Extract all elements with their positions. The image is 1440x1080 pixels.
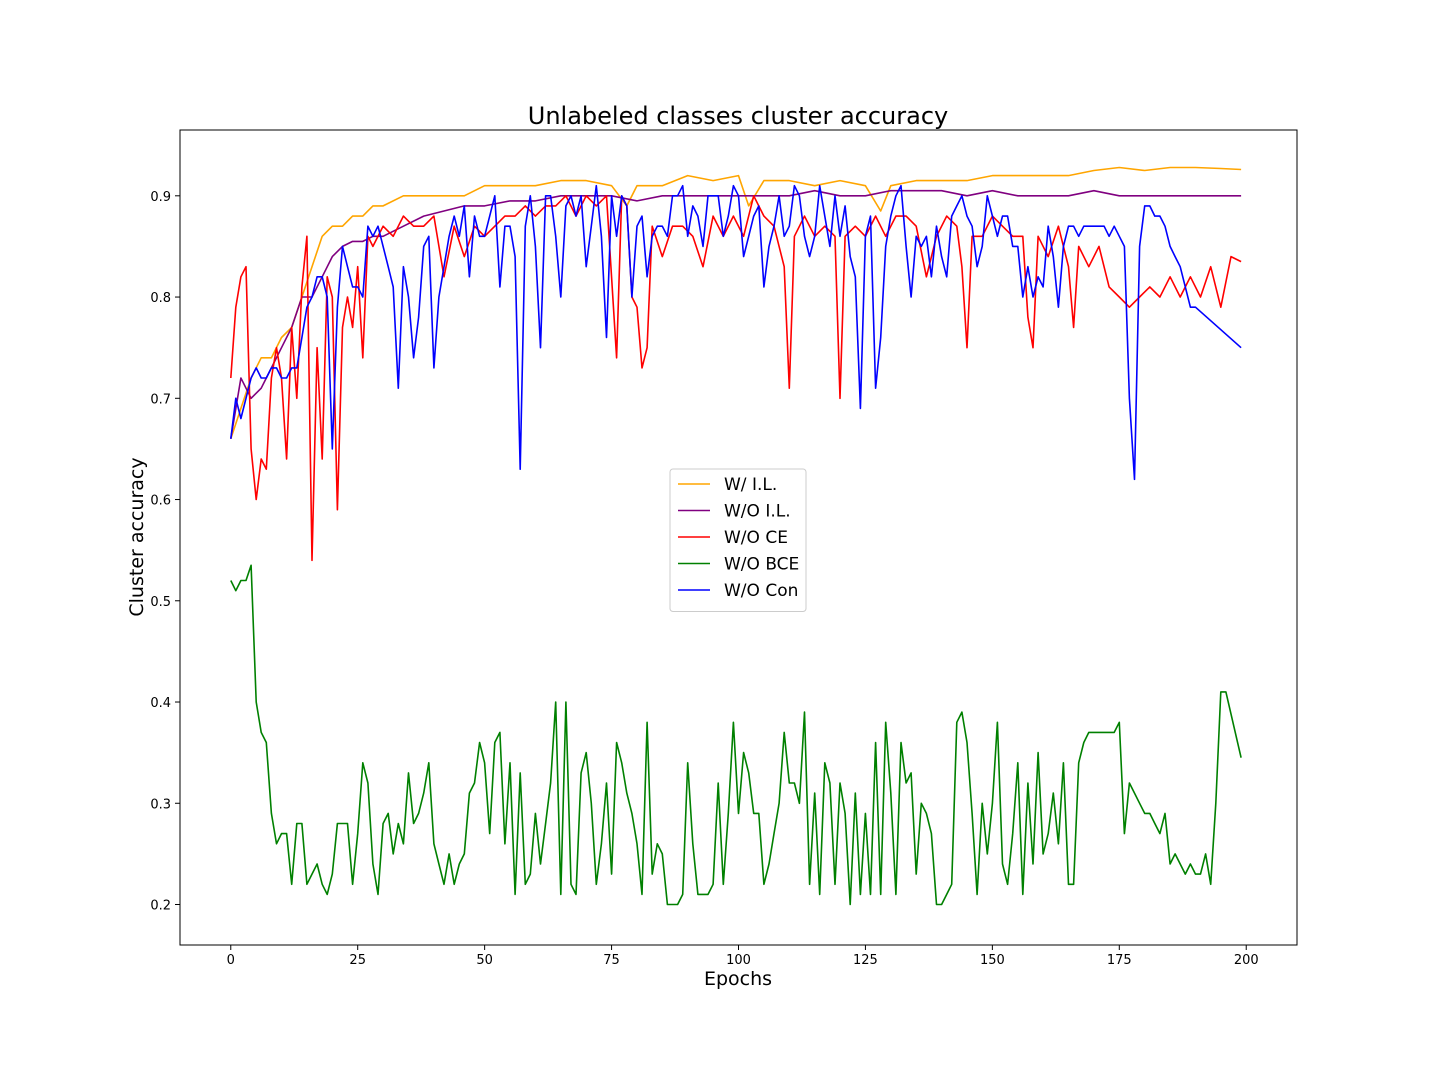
x-tick-label: 100 bbox=[726, 953, 751, 968]
x-tick-label: 0 bbox=[227, 953, 235, 968]
series-layer bbox=[230, 166, 1242, 906]
legend-entry: W/O BCE bbox=[724, 555, 799, 575]
series-line-0 bbox=[230, 166, 1242, 440]
x-tick-label: 25 bbox=[349, 953, 366, 968]
legend-entry: W/O Con bbox=[724, 581, 798, 601]
x-tick-label: 150 bbox=[980, 953, 1005, 968]
y-tick-label: 0.8 bbox=[150, 291, 171, 306]
y-tick-label: 0.2 bbox=[150, 899, 171, 914]
y-tick-label: 0.9 bbox=[150, 190, 171, 205]
y-tick-label: 0.7 bbox=[150, 392, 171, 407]
y-tick-label: 0.4 bbox=[150, 696, 171, 711]
x-axis: 0 25 50 75 100 125 150 175 200 bbox=[227, 945, 1259, 968]
y-tick-label: 0.3 bbox=[150, 797, 171, 812]
legend-entry: W/ I.L. bbox=[724, 475, 777, 495]
x-tick-label: 125 bbox=[853, 953, 878, 968]
series-line-3 bbox=[230, 564, 1242, 906]
x-tick-label: 175 bbox=[1107, 953, 1132, 968]
x-tick-label: 50 bbox=[476, 953, 493, 968]
legend: W/ I.L. W/O I.L. W/O CE W/O BCE W/O Con bbox=[669, 468, 807, 612]
x-tick-label: 75 bbox=[603, 953, 620, 968]
y-axis: 0.2 0.3 0.4 0.5 0.6 0.7 0.8 0.9 bbox=[150, 190, 180, 914]
series-line-2 bbox=[230, 195, 1242, 562]
chart-title: Unlabeled classes cluster accuracy bbox=[528, 102, 948, 130]
y-tick-label: 0.6 bbox=[150, 494, 171, 509]
y-axis-label: Cluster accuracy bbox=[126, 457, 148, 616]
series-line-4 bbox=[230, 184, 1242, 481]
x-axis-label: Epochs bbox=[704, 968, 772, 990]
legend-entry: W/O CE bbox=[724, 528, 788, 548]
legend-entry: W/O I.L. bbox=[724, 502, 791, 522]
legend-box bbox=[669, 468, 807, 612]
y-tick-label: 0.5 bbox=[150, 595, 171, 610]
x-tick-label: 200 bbox=[1234, 953, 1259, 968]
